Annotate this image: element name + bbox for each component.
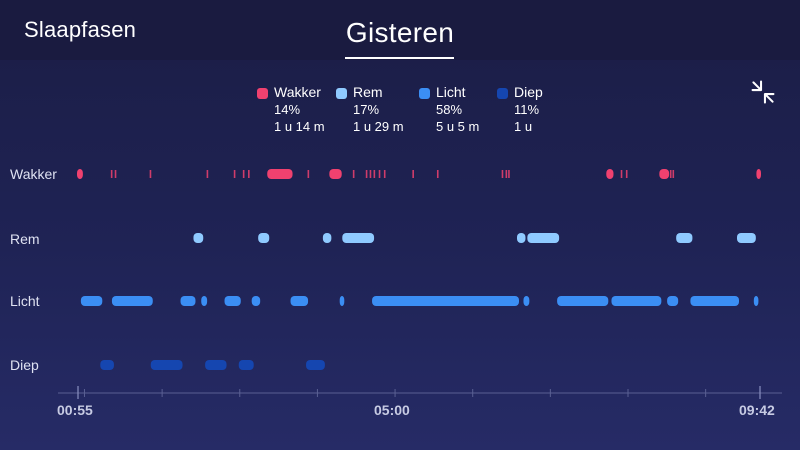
legend-duration: 1 u bbox=[514, 119, 533, 134]
legend-label: Wakker bbox=[274, 84, 321, 100]
stage-bar-licht bbox=[339, 296, 345, 306]
stage-bar-licht bbox=[523, 296, 530, 306]
stage-bar-licht bbox=[201, 296, 208, 306]
header-bar: Slaapfasen Gisteren bbox=[0, 0, 800, 60]
stage-bar-licht bbox=[180, 296, 196, 306]
short-awakening-mark bbox=[307, 170, 310, 178]
stage-bar-wakker bbox=[329, 169, 342, 179]
short-awakening-mark bbox=[110, 170, 113, 178]
x-tick-label-end: 09:42 bbox=[739, 402, 775, 418]
short-awakening-mark bbox=[365, 170, 368, 178]
short-awakening-mark bbox=[672, 170, 675, 178]
short-awakening-mark bbox=[505, 170, 508, 178]
legend-percent: 14% bbox=[274, 102, 301, 117]
short-awakening-mark bbox=[412, 170, 414, 178]
collapse-arrows-icon[interactable] bbox=[750, 80, 776, 106]
short-awakening-mark bbox=[352, 170, 355, 178]
legend-swatch-rem bbox=[336, 88, 347, 99]
legend-duration: 1 u 29 m bbox=[353, 119, 404, 134]
stage-bar-diep bbox=[205, 360, 227, 370]
legend-percent: 17% bbox=[353, 102, 380, 117]
stage-bar-rem bbox=[517, 233, 526, 243]
short-awakening-mark bbox=[149, 170, 152, 178]
stage-bar-licht bbox=[557, 296, 609, 306]
legend-swatch-diep bbox=[497, 88, 508, 99]
legend-label: Licht bbox=[436, 84, 466, 100]
stage-bar-licht bbox=[667, 296, 679, 306]
stage-bar-rem bbox=[342, 233, 375, 243]
stage-bar-licht bbox=[372, 296, 519, 306]
legend-label: Rem bbox=[353, 84, 383, 100]
legend-duration: 5 u 5 m bbox=[436, 119, 480, 134]
stage-bar-licht bbox=[753, 296, 759, 306]
stage-bar-licht bbox=[690, 296, 739, 306]
stage-bar-wakker bbox=[756, 169, 761, 179]
legend-label: Diep bbox=[514, 84, 543, 100]
y-label-rem: Rem bbox=[10, 231, 40, 247]
short-awakening-mark bbox=[669, 170, 672, 178]
short-awakening-mark bbox=[383, 170, 386, 178]
x-tick-label-mid: 05:00 bbox=[374, 402, 410, 418]
short-awakening-mark bbox=[436, 170, 439, 178]
legend: Wakker 14% 1 u 14 m Rem 17% 1 u 29 m Lic… bbox=[0, 84, 800, 140]
legend-item-wakker: Wakker 14% 1 u 14 m bbox=[257, 84, 325, 135]
stage-bar-rem bbox=[676, 233, 693, 243]
stage-bar-diep bbox=[238, 360, 254, 370]
y-label-licht: Licht bbox=[10, 293, 40, 309]
stage-bar-licht bbox=[251, 296, 261, 306]
legend-swatch-wakker bbox=[257, 88, 268, 99]
short-awakening-mark bbox=[501, 170, 504, 178]
y-label-wakker: Wakker bbox=[10, 166, 57, 182]
legend-swatch-licht bbox=[419, 88, 430, 99]
short-awakening-mark bbox=[508, 170, 510, 178]
stage-bar-wakker bbox=[659, 169, 670, 179]
legend-item-licht: Licht 58% 5 u 5 m bbox=[419, 84, 480, 135]
legend-duration: 1 u 14 m bbox=[274, 119, 325, 134]
stage-bar-licht bbox=[224, 296, 241, 306]
stage-bar-licht bbox=[111, 296, 153, 306]
stage-bar-licht bbox=[80, 296, 103, 306]
stage-bar-rem bbox=[258, 233, 270, 243]
stage-bar-wakker bbox=[77, 169, 83, 179]
stage-bar-licht bbox=[611, 296, 662, 306]
legend-percent: 58% bbox=[436, 102, 463, 117]
short-awakening-mark bbox=[373, 170, 376, 178]
stage-bar-rem bbox=[322, 233, 332, 243]
stage-bar-diep bbox=[100, 360, 114, 370]
stage-bar-diep bbox=[306, 360, 325, 370]
stage-bar-rem bbox=[527, 233, 560, 243]
x-tick-label-start: 00:55 bbox=[57, 402, 93, 418]
short-awakening-mark bbox=[248, 170, 250, 178]
stage-bar-diep bbox=[150, 360, 183, 370]
page-title[interactable]: Gisteren bbox=[345, 17, 455, 48]
stage-bar-rem bbox=[737, 233, 756, 243]
short-awakening-mark bbox=[233, 170, 236, 178]
title-underline bbox=[345, 57, 454, 59]
app-title: Slaapfasen bbox=[24, 17, 137, 42]
short-awakening-mark bbox=[114, 170, 117, 178]
stage-bar-wakker bbox=[606, 169, 614, 179]
short-awakening-mark bbox=[369, 170, 372, 178]
stage-bar-rem bbox=[193, 233, 204, 243]
legend-item-diep: Diep 11% 1 u bbox=[497, 84, 543, 135]
stage-bar-licht bbox=[290, 296, 309, 306]
short-awakening-mark bbox=[620, 170, 623, 178]
legend-percent: 11% bbox=[514, 102, 540, 117]
stage-bar-wakker bbox=[267, 169, 293, 179]
y-label-diep: Diep bbox=[10, 357, 39, 373]
short-awakening-mark bbox=[378, 170, 381, 178]
short-awakening-mark bbox=[206, 170, 209, 178]
legend-item-rem: Rem 17% 1 u 29 m bbox=[336, 84, 404, 135]
short-awakening-mark bbox=[242, 170, 245, 178]
short-awakening-mark bbox=[625, 170, 628, 178]
